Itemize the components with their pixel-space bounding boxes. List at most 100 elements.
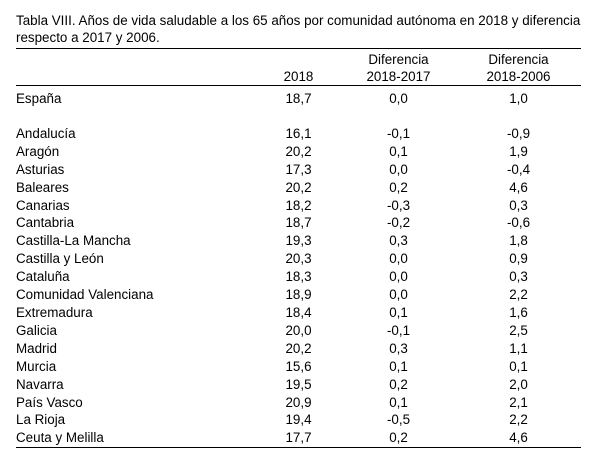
diff-2017: 0,0 (389, 287, 408, 303)
table-row: Aragón 20,2 0,1 1,9 (16, 143, 581, 161)
region-name: País Vasco (16, 394, 83, 410)
diff-2017: 0,1 (389, 304, 408, 320)
region-name: Baleares (16, 179, 69, 195)
region-name: Galicia (16, 322, 57, 338)
table-row: Comunidad Valenciana 18,9 0,0 2,2 (16, 286, 581, 304)
table-row: Murcia 15,6 0,1 0,1 (16, 358, 581, 376)
value-2018: 18,3 (285, 269, 312, 285)
diff-2017: 0,3 (389, 233, 408, 249)
value-2018: 20,9 (285, 394, 312, 410)
value-2018: 18,7 (285, 91, 312, 106)
header-region (16, 49, 256, 86)
region-name: Castilla-La Mancha (16, 233, 131, 249)
region-name: Andalucía (16, 125, 76, 141)
header-diff-2006: Diferencia 2018-2006 (456, 49, 581, 86)
value-2018: 18,9 (285, 287, 312, 303)
diff-2017: 0,0 (389, 251, 408, 267)
table-row: Baleares 20,2 0,2 4,6 (16, 179, 581, 197)
national-row: España 18,7 0,0 1,0 (16, 86, 581, 108)
table-document: Tabla VIII. Años de vida saludable a los… (16, 12, 581, 449)
header-line: 2018-2017 (366, 68, 431, 84)
table-row: Galicia 20,0 -0,1 2,5 (16, 322, 581, 340)
diff-2006: 2,2 (509, 287, 528, 303)
diff-2006: 0,1 (509, 358, 528, 374)
table-row: Ceuta y Melilla 17,7 0,2 4,6 (16, 429, 581, 447)
header-row: 2018 Diferencia 2018-2017 Diferencia 2018-… (16, 49, 581, 86)
value-2018: 17,7 (285, 430, 312, 446)
diff-2006: 2,0 (509, 376, 528, 392)
table-row: Extremadura 18,4 0,1 1,6 (16, 304, 581, 322)
value-2018: 20,3 (285, 251, 312, 267)
bottom-rule (16, 447, 581, 449)
table-body: España 18,7 0,0 1,0 Andalucía 16,1 -0,1 -0,… (16, 86, 581, 448)
table-row: Canarias 18,2 -0,3 0,3 (16, 197, 581, 215)
region-name: Extremadura (16, 304, 93, 320)
spacer-row (16, 108, 581, 125)
diff-2017: 0,1 (389, 394, 408, 410)
value-2018: 17,3 (285, 161, 312, 177)
diff-2017: 0,1 (389, 143, 408, 159)
header-2018: 2018 (256, 49, 341, 86)
header-line: Diferencia (368, 52, 429, 67)
diff-2006: 0,3 (509, 197, 528, 213)
value-2018: 20,0 (285, 322, 312, 338)
region-name: Aragón (16, 143, 60, 159)
region-name: Navarra (16, 376, 64, 392)
value-2018: 19,5 (285, 376, 312, 392)
diff-2006: 2,1 (509, 394, 528, 410)
data-table: 2018 Diferencia 2018-2017 Diferencia 2018-… (16, 49, 581, 447)
table-row: Asturias 17,3 0,0 -0,4 (16, 161, 581, 179)
diff-2017: 0,3 (389, 340, 408, 356)
region-name: Cantabria (16, 215, 75, 231)
diff-2017: -0,1 (386, 125, 411, 141)
diff-2006: -0,4 (506, 161, 531, 177)
region-name: Cataluña (16, 269, 70, 285)
spacer-cell (456, 108, 581, 125)
value-2018: 20,2 (285, 143, 312, 159)
header-diff-2006-label: Diferencia 2018-2006 (486, 52, 550, 84)
diff-2017: -0,2 (386, 215, 411, 231)
table-row: Navarra 19,5 0,2 2,0 (16, 376, 581, 394)
diff-2006: 1,8 (509, 233, 528, 249)
diff-2017: 0,0 (389, 91, 408, 106)
table-row: Madrid 20,2 0,3 1,1 (16, 340, 581, 358)
diff-2006: 0,3 (509, 269, 528, 285)
value-2018: 19,4 (285, 412, 312, 428)
value-2018: 20,2 (285, 340, 312, 356)
diff-2006: 4,6 (509, 430, 528, 446)
diff-2006: 1,9 (509, 143, 528, 159)
header-diff-2017: Diferencia 2018-2017 (341, 49, 456, 86)
table-row: Castilla y León 20,3 0,0 0,9 (16, 250, 581, 268)
value-2018: 18,7 (285, 215, 312, 231)
spacer-cell (256, 108, 341, 125)
diff-2017: 0,0 (389, 269, 408, 285)
diff-2006: 1,6 (509, 304, 528, 320)
table-row: La Rioja 19,4 -0,5 2,2 (16, 411, 581, 429)
diff-2017: 0,0 (389, 161, 408, 177)
diff-2006: 1,0 (509, 91, 528, 106)
table-row: Castilla-La Mancha 19,3 0,3 1,8 (16, 232, 581, 250)
region-name: La Rioja (16, 412, 66, 428)
value-2018: 18,2 (285, 197, 312, 213)
diff-2017: -0,1 (386, 322, 411, 338)
diff-2006: 1,1 (509, 340, 528, 356)
region-name: Murcia (16, 358, 57, 374)
diff-2017: 0,1 (389, 358, 408, 374)
spacer-cell (16, 108, 256, 125)
table-row: País Vasco 20,9 0,1 2,1 (16, 394, 581, 412)
value-2018: 20,2 (285, 179, 312, 195)
diff-2006: 4,6 (509, 179, 528, 195)
diff-2017: 0,2 (389, 376, 408, 392)
diff-2006: 2,5 (509, 322, 528, 338)
region-name: España (16, 91, 62, 106)
region-name: Asturias (16, 161, 65, 177)
diff-2006: 2,2 (509, 412, 528, 428)
header-line: Diferencia (488, 52, 549, 67)
header-line: 2018-2006 (486, 68, 551, 84)
table-row: Cantabria 18,7 -0,2 -0,6 (16, 214, 581, 232)
diff-2006: -0,6 (506, 215, 531, 231)
region-name: Madrid (16, 340, 57, 356)
diff-2017: -0,3 (386, 197, 411, 213)
table-caption: Tabla VIII. Años de vida saludable a los… (16, 12, 581, 49)
value-2018: 18,4 (285, 304, 312, 320)
